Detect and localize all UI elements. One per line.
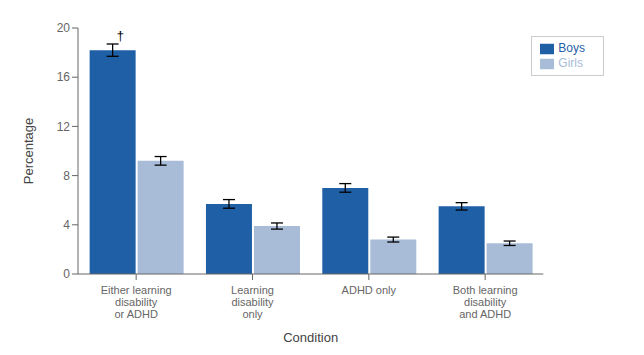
svg-text:Learningdisabilityonly: Learningdisabilityonly (231, 284, 274, 320)
svg-text:Either learningdisabilityor AD: Either learningdisabilityor ADHD (101, 284, 172, 320)
svg-text:ADHD only: ADHD only (342, 284, 397, 296)
html-text:Girls: Girls (558, 55, 583, 70)
svg-text:8: 8 (63, 169, 70, 183)
svg-text:20: 20 (57, 21, 71, 35)
svg-text:16: 16 (57, 70, 71, 84)
svg-text:0: 0 (63, 267, 70, 281)
html-text:Boys: Boys (558, 41, 585, 55)
svg-text:Both learningdisabilityand ADH: Both learningdisabilityand ADHD (453, 284, 518, 320)
svg-text:12: 12 (57, 120, 71, 134)
svg-text:4: 4 (63, 218, 70, 232)
svg-text:Condition: Condition (283, 330, 338, 345)
svg-text:Percentage: Percentage (21, 118, 36, 185)
svg-text:†: † (117, 28, 124, 43)
